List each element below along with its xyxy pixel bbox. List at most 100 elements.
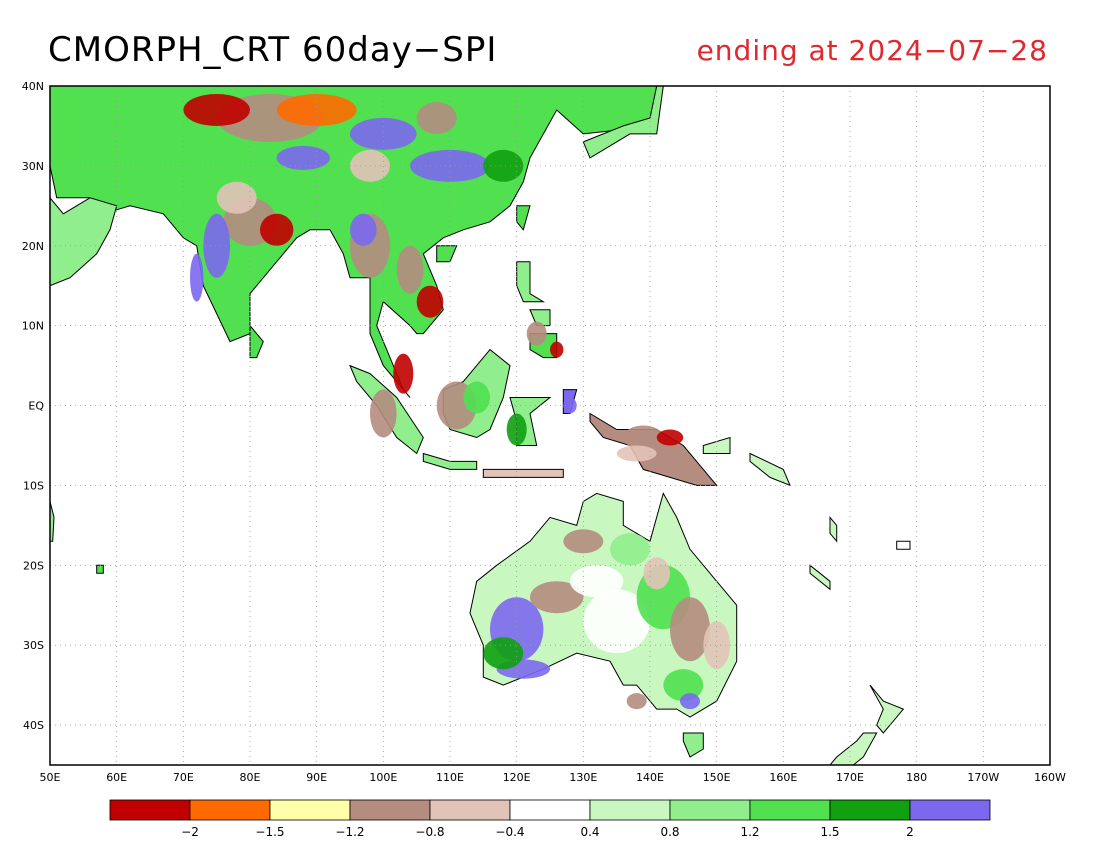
lon-label: 110E <box>436 771 464 784</box>
lon-label: 140E <box>636 771 664 784</box>
nz-north-land <box>869 684 905 734</box>
spi-patch <box>703 621 730 670</box>
lat-label: EQ <box>28 400 44 413</box>
colorbar-swatch <box>349 799 431 821</box>
lon-label: 50E <box>40 771 61 784</box>
colorbar-swatch <box>509 799 591 821</box>
spi-patch <box>183 94 250 126</box>
spi-patch <box>483 149 524 182</box>
colorbar-swatch <box>749 799 831 821</box>
colorbar-label: 0.4 <box>580 825 599 839</box>
lon-label: 70E <box>173 771 194 784</box>
spi-patch <box>370 389 397 438</box>
spi-patch <box>483 637 524 670</box>
lat-label: 20S <box>23 559 44 572</box>
vanuatu-land <box>829 516 838 543</box>
mauritius-land <box>96 564 104 574</box>
map-subtitle: ending at 2024−07−28 <box>696 34 1048 67</box>
spi-patch <box>463 381 491 414</box>
lon-label: 60E <box>106 771 127 784</box>
spi-patch <box>393 353 414 394</box>
colorbar-label: 1.5 <box>820 825 839 839</box>
lat-label: 10S <box>23 479 44 492</box>
land-layer <box>50 86 911 765</box>
spi-patch <box>680 693 700 710</box>
spi-patch <box>416 285 444 318</box>
colorbar-label: −1.2 <box>335 825 364 839</box>
spi-patch <box>550 341 564 358</box>
grid-lines <box>50 86 1050 765</box>
longitude-labels: 50E 60E 70E 80E 90E 100E 110E 120E 130E 140E 150E 1… <box>40 771 1067 784</box>
colorbar-label: 0.8 <box>660 825 679 839</box>
madagascar-edge-land <box>50 501 55 542</box>
spi-patch <box>530 581 584 614</box>
colorbar-swatch <box>829 799 911 821</box>
spi-patch <box>626 693 647 710</box>
spi-patch <box>526 321 547 346</box>
lon-label: 100E <box>369 771 397 784</box>
colorbar-swatch <box>109 799 191 821</box>
spi-patch <box>350 117 417 150</box>
color-bar: −2 −1.5 −1.2 −0.8 −0.4 0.4 0.8 1.2 1.5 2 <box>109 799 991 839</box>
spi-patch <box>583 589 650 654</box>
spi-patch <box>643 557 670 590</box>
latitude-labels: 40N 30N 20N 10N EQ 10S 20S 30S 40S <box>22 80 45 732</box>
colorbar-swatch <box>589 799 671 821</box>
arabia-tip-land <box>50 86 118 287</box>
spi-patch <box>570 565 624 598</box>
plot-frame <box>49 85 1051 766</box>
tasmania-land <box>682 732 704 758</box>
solomons-land <box>749 452 791 487</box>
new-britain-land <box>702 436 731 454</box>
spi-patch <box>203 213 230 278</box>
spi-patch <box>506 413 527 446</box>
hainan-land <box>436 245 458 263</box>
spi-patch <box>616 445 657 462</box>
spi-patch <box>350 213 377 246</box>
spi-patch <box>416 102 457 134</box>
colorbar-swatch <box>429 799 511 821</box>
sri-lanka-land <box>249 324 264 359</box>
lon-label: 170E <box>836 771 864 784</box>
lat-label: 40N <box>22 80 44 93</box>
lon-label: 170W <box>967 771 999 784</box>
nz-south-land <box>829 732 878 765</box>
spi-patch <box>663 669 704 702</box>
spi-patch <box>396 245 424 294</box>
lon-label: 130E <box>569 771 597 784</box>
fiji-land <box>896 540 911 550</box>
spi-patch <box>190 253 204 302</box>
lat-label: 10N <box>22 320 44 333</box>
lon-label: 80E <box>240 771 261 784</box>
colorbar-label: −0.4 <box>495 825 524 839</box>
colorbar-swatch <box>669 799 751 821</box>
lon-label: 120E <box>503 771 531 784</box>
luzon-land <box>516 261 546 303</box>
lon-label: 90E <box>306 771 327 784</box>
colorbar-swatch <box>909 799 991 821</box>
colorbar-swatch <box>189 799 271 821</box>
spi-patch <box>90 94 170 142</box>
spi-patch <box>610 533 650 566</box>
new-caledonia-land <box>809 564 831 591</box>
japan-land <box>582 86 664 159</box>
colorbar-label: 1.2 <box>740 825 759 839</box>
lat-label: 40S <box>23 719 44 732</box>
lat-label: 30N <box>22 160 44 173</box>
colorbar-label: −0.8 <box>415 825 444 839</box>
lon-label: 160E <box>769 771 797 784</box>
spi-patch <box>260 213 294 246</box>
colorbar-swatch <box>269 799 351 821</box>
lesser-sunda-land <box>482 468 564 478</box>
lon-label: 150E <box>703 771 731 784</box>
colorbar-label: 2 <box>906 825 914 839</box>
spi-patch <box>656 429 684 446</box>
spi-patch <box>623 425 664 450</box>
taiwan-land <box>516 205 531 231</box>
colorbar-label: −1.5 <box>255 825 284 839</box>
lat-label: 30S <box>23 639 44 652</box>
spi-patch <box>276 94 357 126</box>
map-title: CMORPH_CRT 60day−SPI <box>48 30 498 70</box>
lon-label: 160W <box>1034 771 1066 784</box>
